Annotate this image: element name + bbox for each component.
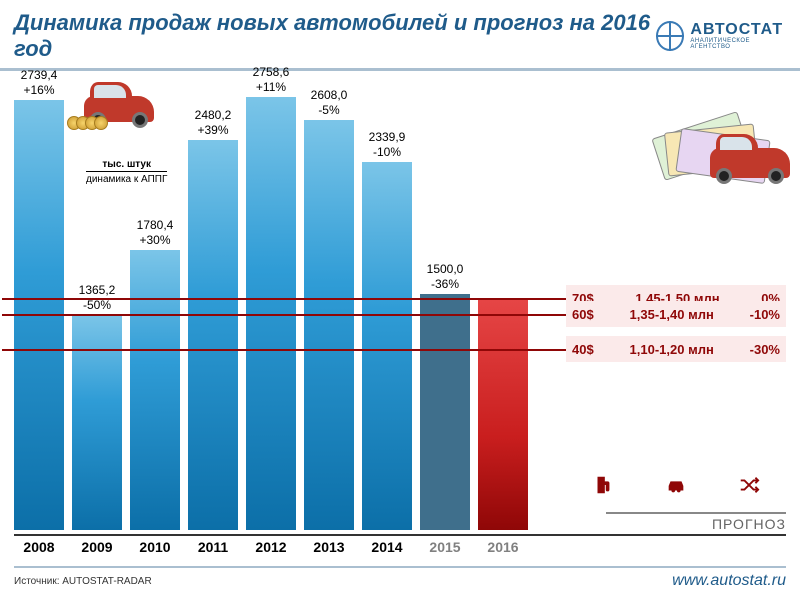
bar-2014: 2339,9-10% <box>362 130 412 530</box>
scenario-row: 60$ 1,35-1,40 млн -10% <box>566 301 786 327</box>
bar-2015: 1500,0-36% <box>420 262 470 530</box>
bar-value-label: 1500,0-36% <box>427 262 464 291</box>
bar-2016 <box>478 295 528 530</box>
reference-line <box>2 314 566 316</box>
bar-rect <box>130 250 180 530</box>
brand-subtitle: АНАЛИТИЧЕСКОЕ АГЕНТСТВО <box>690 38 786 50</box>
bar-rect <box>188 140 238 530</box>
chart-area: тыс. штук динамика к АППГ 2739,4+16%1365… <box>14 58 786 530</box>
brand-name: АВТОСТАТ <box>690 22 786 38</box>
shuffle-icon <box>738 474 760 501</box>
year-label: 2012 <box>246 539 296 555</box>
scenario-price: 40$ <box>572 342 594 357</box>
logo-mark-icon <box>656 21 684 51</box>
forecast-panel: ПРОГНОЗ 70$1,45-1,50 млн0%60$1,35-1,40 м… <box>536 235 786 530</box>
scenario-change: -10% <box>750 307 780 322</box>
source-text: Источник: AUTOSTAT-RADAR <box>14 576 152 587</box>
year-label: 2008 <box>14 539 64 555</box>
bar-value-label: 2758,6+11% <box>253 65 290 94</box>
bar-2010: 1780,4+30% <box>130 218 180 530</box>
scenario-row: 40$ 1,10-1,20 млн -30% <box>566 336 786 362</box>
bars-container: 2739,4+16% 1365,2-50% 1780,4+30% 2480,2+39%… <box>14 70 544 530</box>
bar-2013: 2608,0-5% <box>304 88 354 530</box>
bar-value-label: 2608,0-5% <box>311 88 348 117</box>
footer: Источник: AUTOSTAT-RADAR www.autostat.ru <box>14 566 786 590</box>
brand-logo: АВТОСТАТ АНАЛИТИЧЕСКОЕ АГЕНТСТВО <box>656 21 786 51</box>
scenario-icon-row <box>566 470 786 504</box>
reference-line <box>2 349 566 351</box>
scenario-volume: 1,35-1,40 млн <box>630 307 714 322</box>
bar-rect <box>478 298 528 530</box>
year-label: 2009 <box>72 539 122 555</box>
bar-value-label: 1780,4+30% <box>137 218 174 247</box>
reference-line <box>2 298 566 300</box>
year-label: 2016 <box>478 539 528 555</box>
bar-value-label: 2480,2+39% <box>195 108 232 137</box>
year-label: 2011 <box>188 539 238 555</box>
scenario-change: -30% <box>750 342 780 357</box>
bar-rect <box>362 162 412 530</box>
fuel-icon <box>592 474 614 501</box>
scenario-volume: 1,10-1,20 млн <box>630 342 714 357</box>
year-label: 2015 <box>420 539 470 555</box>
forecast-label: ПРОГНОЗ <box>606 512 786 532</box>
bar-2009: 1365,2-50% <box>72 283 122 530</box>
year-label: 2010 <box>130 539 180 555</box>
year-label: 2014 <box>362 539 412 555</box>
bar-rect <box>72 315 122 530</box>
year-axis: 2008 2009 2010 2011 2012 2013 2014 2015 2016 <box>14 534 786 554</box>
scenario-price: 60$ <box>572 307 594 322</box>
bar-rect <box>304 120 354 530</box>
car-icon <box>665 474 687 501</box>
bar-value-label: 2339,9-10% <box>369 130 406 159</box>
site-url: www.autostat.ru <box>672 572 786 590</box>
page-title: Динамика продаж новых автомобилей и прог… <box>14 10 656 62</box>
bar-value-label: 2739,4+16% <box>21 68 58 97</box>
bar-rect <box>420 294 470 530</box>
year-label: 2013 <box>304 539 354 555</box>
bar-2011: 2480,2+39% <box>188 108 238 530</box>
